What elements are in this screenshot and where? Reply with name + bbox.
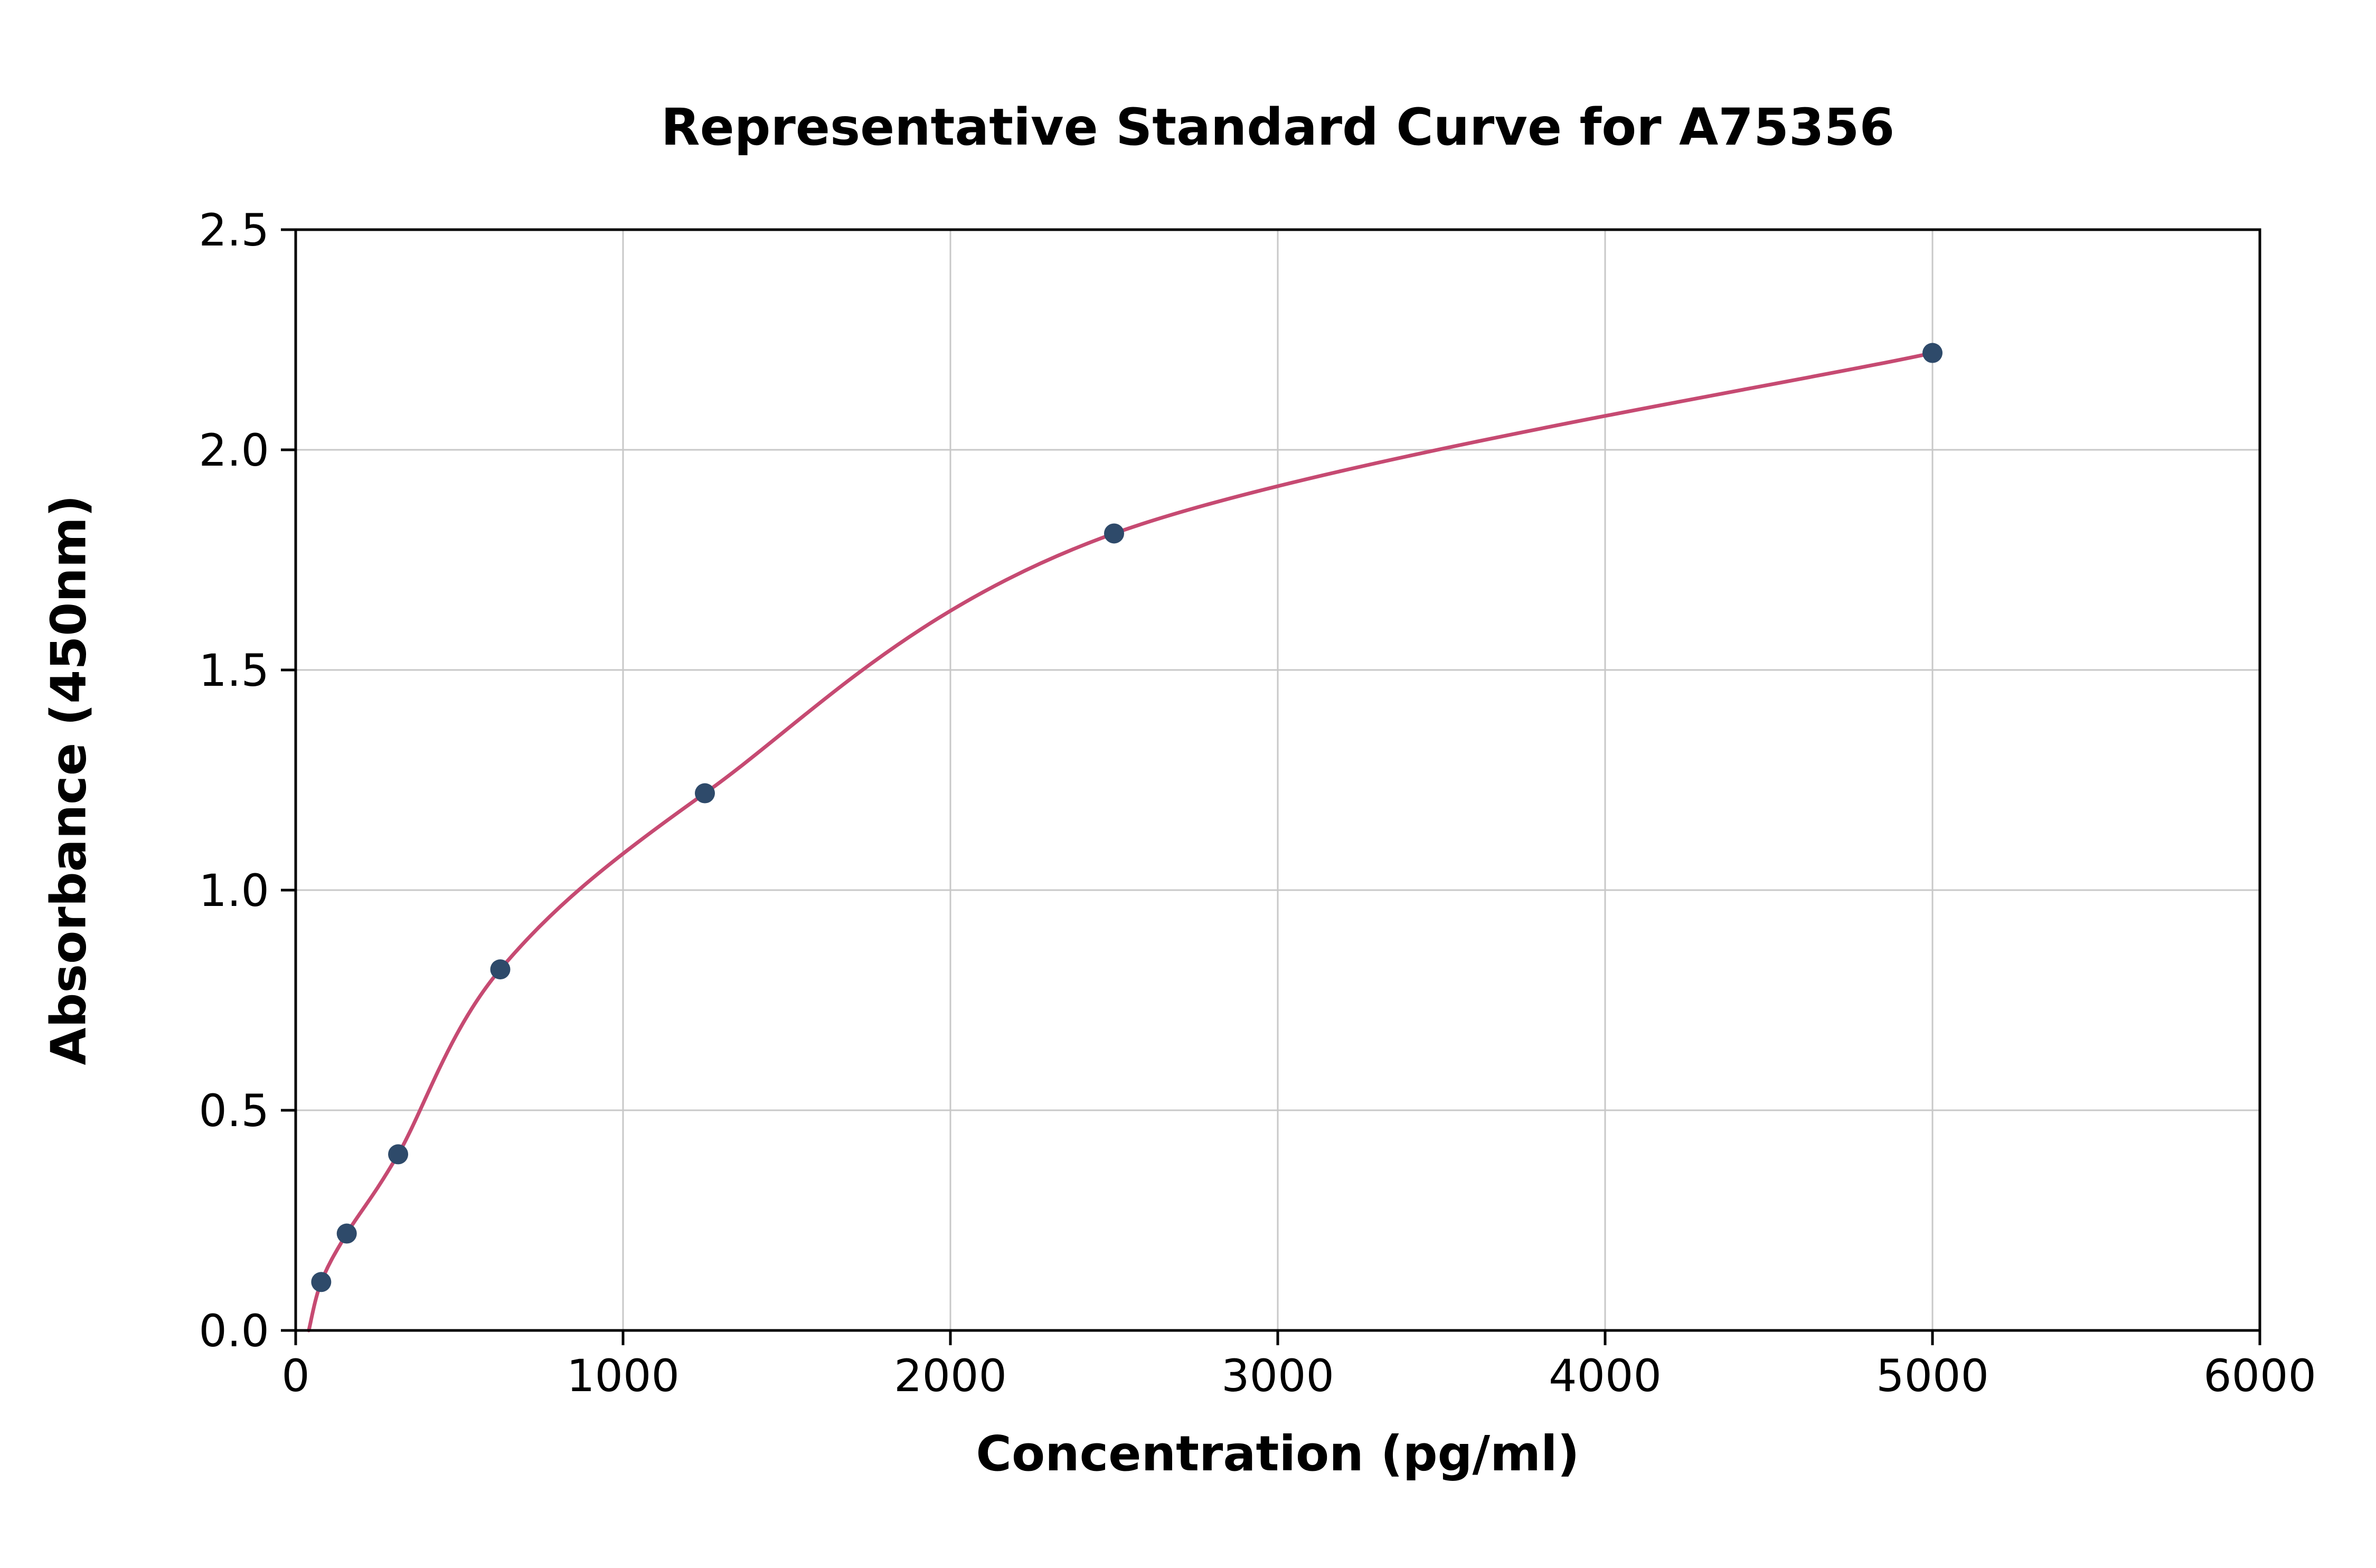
y-tick-label: 1.0 [199, 865, 269, 917]
data-point [336, 1223, 357, 1244]
data-point [1104, 523, 1124, 544]
y-tick-label: 2.5 [199, 204, 269, 256]
x-tick-label: 4000 [1549, 1350, 1662, 1402]
y-tick-label: 0.5 [199, 1085, 269, 1137]
data-point [695, 783, 715, 804]
y-tick-label: 0.0 [199, 1305, 269, 1357]
chart-title: Representative Standard Curve for A75356 [661, 98, 1895, 157]
x-tick-label: 6000 [2203, 1350, 2316, 1402]
data-point [388, 1144, 409, 1165]
data-point [1922, 343, 1943, 363]
x-tick-label: 0 [281, 1350, 309, 1402]
x-tick-label: 2000 [894, 1350, 1007, 1402]
data-point [311, 1272, 332, 1292]
x-tick-label: 1000 [567, 1350, 680, 1402]
x-axis-label: Concentration (pg/ml) [976, 1425, 1580, 1482]
fitted-curve [307, 351, 1935, 1333]
x-tick-label: 5000 [1876, 1350, 1989, 1402]
y-tick-label: 2.0 [199, 424, 269, 476]
y-tick-label: 1.5 [199, 645, 269, 696]
y-axis-label-wrapper: Absorbance (450nm) [0, 230, 137, 1330]
data-point [490, 959, 511, 980]
y-axis-label: Absorbance (450nm) [40, 495, 97, 1065]
x-tick-label: 3000 [1221, 1350, 1334, 1402]
